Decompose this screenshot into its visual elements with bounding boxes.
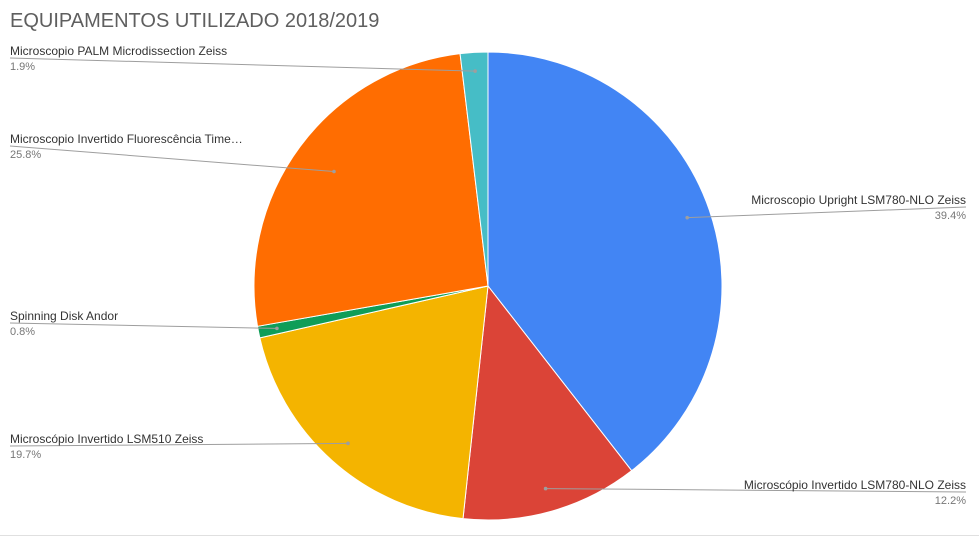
leader-line-microscopio-invertido-fluorescencia-time: [9, 145, 335, 173]
slice-label-microscopio-palm-microdissection-zeiss: Microscopio PALM Microdissection Zeiss: [10, 44, 227, 58]
leader-line-microscopio-upright-lsm780-nlo-zeiss: [687, 206, 967, 219]
pie-slice-microscopio-palm-microdissection-zeiss[interactable]: [459, 51, 489, 287]
slice-percent-microscopio-upright-lsm780-nlo-zeiss: 39.4%: [935, 210, 966, 222]
pie-slice-microscopio-invertido-lsm510-zeiss[interactable]: [259, 285, 489, 520]
pie-slice-microscopio-upright-lsm780-nlo-zeiss[interactable]: [487, 51, 723, 472]
slice-label-microscopio-invertido-lsm510-zeiss: Microscópio Invertido LSM510 Zeiss: [10, 432, 203, 446]
slice-label-microscopio-upright-lsm780-nlo-zeiss: Microscopio Upright LSM780-NLO Zeiss: [751, 193, 966, 207]
leader-lines: [9, 57, 967, 493]
pie-slices: [253, 51, 723, 521]
slice-label-microscopio-invertido-fluorescencia-time: Microscopio Invertido Fluorescência Time…: [10, 132, 243, 146]
chart-title: EQUIPAMENTOS UTILIZADO 2018/2019: [10, 10, 380, 32]
slice-percent-microscopio-palm-microdissection-zeiss: 1.9%: [10, 61, 35, 73]
leader-dot-microscopio-palm-microdissection-zeiss: [473, 69, 477, 73]
leader-line-microscopio-invertido-lsm510-zeiss: [9, 442, 349, 447]
pie-slice-microscopio-invertido-lsm780-nlo-zeiss[interactable]: [462, 284, 633, 521]
slice-labels: Microscopio Upright LSM780-NLO Zeiss 39.4…: [10, 44, 966, 507]
slice-percent-microscopio-invertido-fluorescencia-time: 25.8%: [10, 149, 41, 161]
leader-line-microscopio-palm-microdissection-zeiss: [9, 57, 476, 72]
leader-line-spinning-disk-andor: [9, 322, 277, 329]
pie-slice-microscopio-invertido-fluorescencia-time[interactable]: [253, 53, 489, 327]
slice-percent-microscopio-invertido-lsm510-zeiss: 19.7%: [10, 449, 41, 461]
leader-line-microscopio-invertido-lsm780-nlo-zeiss: [545, 488, 967, 493]
slice-percent-microscopio-invertido-lsm780-nlo-zeiss: 12.2%: [935, 495, 966, 507]
slice-label-microscopio-invertido-lsm780-nlo-zeiss: Microscópio Invertido LSM780-NLO Zeiss: [744, 478, 966, 492]
slice-label-spinning-disk-andor: Spinning Disk Andor: [10, 309, 118, 323]
slice-percent-spinning-disk-andor: 0.8%: [10, 326, 35, 338]
